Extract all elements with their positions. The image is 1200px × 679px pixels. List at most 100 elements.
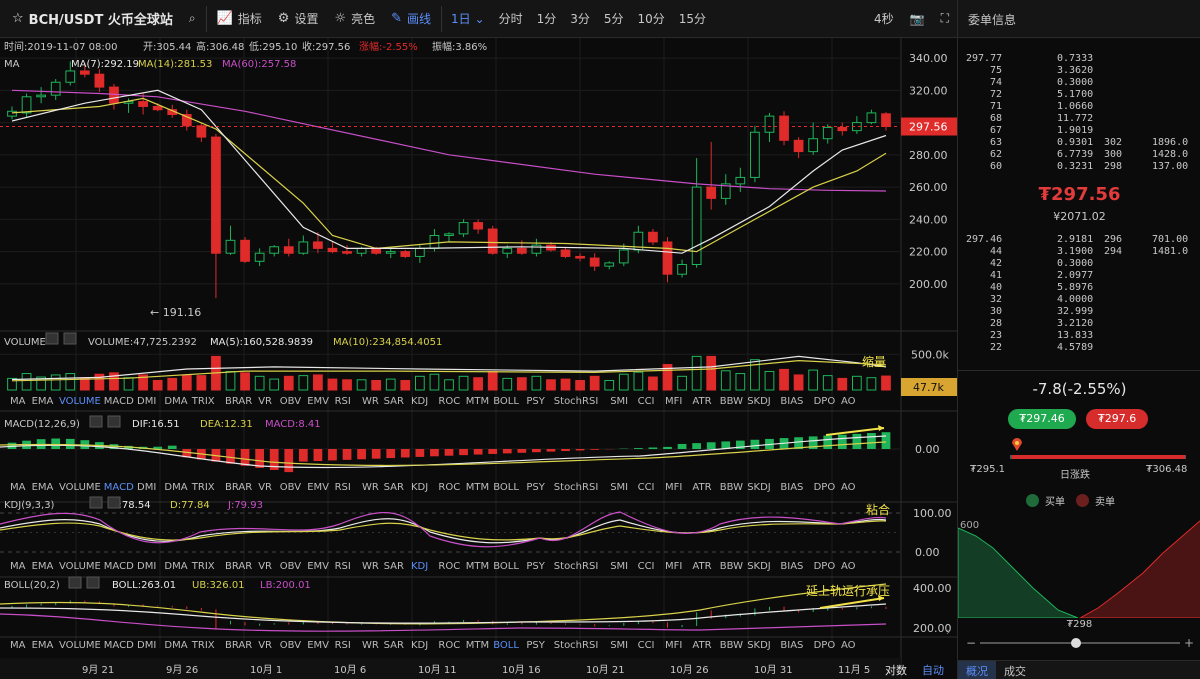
indicator-tab-atr[interactable]: ATR: [692, 561, 711, 572]
indicator-tab-boll[interactable]: BOLL: [493, 482, 519, 493]
indicator-tab-sar[interactable]: SAR: [384, 561, 404, 572]
indicator-tab-ao[interactable]: AO: [841, 640, 856, 651]
order-row[interactable]: 68 11.772: [958, 113, 1200, 125]
theme-toggle[interactable]: ☼ 亮色: [326, 0, 383, 38]
indicator-tab-mfi[interactable]: MFI: [665, 396, 682, 407]
indicator-tab-dmi[interactable]: DMI: [137, 482, 156, 493]
indicator-tab-ema[interactable]: EMA: [32, 640, 54, 651]
indicator-tab-boll[interactable]: BOLL: [493, 561, 519, 572]
order-row[interactable]: 44 3.1900 294 1481.0: [958, 246, 1200, 258]
interval-tab-timeline[interactable]: 分时: [498, 12, 523, 26]
indicator-tab-rsi[interactable]: RSI: [335, 482, 351, 493]
interval-tab-15m[interactable]: 15分: [678, 12, 707, 26]
indicator-tab-ema[interactable]: EMA: [32, 396, 54, 407]
indicator-tab-vr[interactable]: VR: [258, 640, 272, 651]
indicator-tab-mfi[interactable]: MFI: [665, 482, 682, 493]
indicator-tab-kdj[interactable]: KDJ: [411, 482, 428, 493]
order-row[interactable]: 23 13.833: [958, 330, 1200, 342]
gear-icon[interactable]: [68, 576, 82, 589]
indicator-tab-cci[interactable]: CCI: [638, 396, 655, 407]
indicator-tab-psy[interactable]: PSY: [526, 482, 545, 493]
collapse-panel-icon[interactable]: ›: [946, 625, 950, 638]
indicator-tab-smi[interactable]: SMI: [610, 396, 628, 407]
camera-icon[interactable]: 📷: [909, 11, 925, 26]
indicator-tab-smi[interactable]: SMI: [610, 482, 628, 493]
auto-scale-button[interactable]: 自动: [922, 664, 944, 677]
order-row[interactable]: 30 32.999: [958, 306, 1200, 318]
indicator-tab-volume[interactable]: VOLUME: [59, 640, 101, 651]
indicator-tab-ao[interactable]: AO: [841, 561, 856, 572]
indicator-tab-volume[interactable]: VOLUME: [59, 396, 101, 407]
indicator-tab-boll[interactable]: BOLL: [493, 396, 519, 407]
depth-chart[interactable]: 600: [958, 518, 1200, 618]
zoom-handle[interactable]: [1071, 638, 1081, 648]
indicator-tab-bias[interactable]: BIAS: [780, 561, 803, 572]
gear-icon[interactable]: [89, 415, 103, 428]
tab-overview[interactable]: 概况: [958, 661, 996, 679]
indicator-tab-macd[interactable]: MACD: [104, 561, 134, 572]
interval-tab-5m[interactable]: 5分: [603, 12, 624, 26]
indicator-tab-macd[interactable]: MACD: [104, 482, 134, 493]
refresh-interval[interactable]: 4秒: [874, 12, 894, 26]
screenshot-button[interactable]: 📷: [902, 0, 933, 38]
indicator-tab-skdj[interactable]: SKDJ: [747, 561, 771, 572]
interval-select[interactable]: 1日 ⌄: [444, 10, 492, 27]
indicator-tab-sar[interactable]: SAR: [384, 396, 404, 407]
indicator-tab-bias[interactable]: BIAS: [780, 640, 803, 651]
indicator-tab-skdj[interactable]: SKDJ: [747, 640, 771, 651]
fullscreen-button[interactable]: ⛶: [933, 0, 957, 38]
close-icon[interactable]: [107, 496, 121, 509]
indicator-tab-ma[interactable]: MA: [10, 640, 26, 651]
indicator-tab-skdj[interactable]: SKDJ: [747, 396, 771, 407]
order-row[interactable]: 42 0.3000: [958, 258, 1200, 270]
indicator-tab-skdj[interactable]: SKDJ: [747, 482, 771, 493]
indicator-tab-dma[interactable]: DMA: [164, 640, 187, 651]
order-row[interactable]: 75 3.3620: [958, 65, 1200, 77]
indicator-tab-obv[interactable]: OBV: [280, 482, 301, 493]
indicator-tab-ma[interactable]: MA: [10, 396, 26, 407]
depth-zoom-slider[interactable]: − +: [958, 636, 1200, 650]
indicator-tab-bbw[interactable]: BBW: [720, 482, 743, 493]
indicator-tab-trix[interactable]: TRIX: [191, 561, 215, 572]
order-row[interactable]: 67 1.9019: [958, 125, 1200, 137]
order-row[interactable]: 63 0.9301 302 1896.0: [958, 137, 1200, 149]
indicator-tab-stochrsi[interactable]: StochRSI: [554, 640, 598, 651]
indicator-tab-macd[interactable]: MACD: [104, 396, 134, 407]
indicator-tab-vr[interactable]: VR: [258, 561, 272, 572]
gear-icon[interactable]: [45, 332, 59, 345]
indicator-tab-vr[interactable]: VR: [258, 396, 272, 407]
indicator-tab-obv[interactable]: OBV: [280, 396, 301, 407]
indicator-tab-ema[interactable]: EMA: [32, 482, 54, 493]
indicator-tab-dpo[interactable]: DPO: [814, 482, 836, 493]
indicator-tab-psy[interactable]: PSY: [526, 396, 545, 407]
indicator-tab-cci[interactable]: CCI: [638, 640, 655, 651]
order-row[interactable]: 72 5.1700: [958, 89, 1200, 101]
interval-tab-1m[interactable]: 1分: [536, 12, 557, 26]
indicator-tab-wr[interactable]: WR: [362, 561, 379, 572]
search-button[interactable]: ⌕: [181, 0, 204, 38]
indicator-tab-obv[interactable]: OBV: [280, 640, 301, 651]
indicator-tab-volume[interactable]: VOLUME: [59, 482, 101, 493]
indicator-tab-atr[interactable]: ATR: [692, 482, 711, 493]
indicator-tab-cci[interactable]: CCI: [638, 482, 655, 493]
indicator-tab-trix[interactable]: TRIX: [191, 396, 215, 407]
order-row[interactable]: 22 4.5789: [958, 342, 1200, 354]
gear-icon[interactable]: [89, 496, 103, 509]
indicator-tab-dma[interactable]: DMA: [164, 396, 187, 407]
indicator-tab-trix[interactable]: TRIX: [191, 640, 215, 651]
indicator-tab-dpo[interactable]: DPO: [814, 561, 836, 572]
star-icon[interactable]: ☆: [12, 11, 24, 26]
interval-tab-10m[interactable]: 10分: [637, 12, 665, 26]
indicator-tab-dmi[interactable]: DMI: [137, 640, 156, 651]
order-row[interactable]: 297.46 2.9181 296 701.00: [958, 234, 1200, 246]
favorite-symbol[interactable]: ☆ BCH/USDT 火币全球站: [0, 0, 181, 38]
indicator-tab-obv[interactable]: OBV: [280, 561, 301, 572]
indicator-tab-mtm[interactable]: MTM: [466, 396, 489, 407]
indicator-tab-ema[interactable]: EMA: [32, 561, 54, 572]
indicator-tab-vr[interactable]: VR: [258, 482, 272, 493]
indicator-tab-brar[interactable]: BRAR: [225, 396, 252, 407]
search-icon[interactable]: ⌕: [188, 11, 196, 25]
indicator-tab-dmi[interactable]: DMI: [137, 396, 156, 407]
indicator-tab-emv[interactable]: EMV: [307, 640, 329, 651]
indicator-tab-roc[interactable]: ROC: [438, 561, 460, 572]
